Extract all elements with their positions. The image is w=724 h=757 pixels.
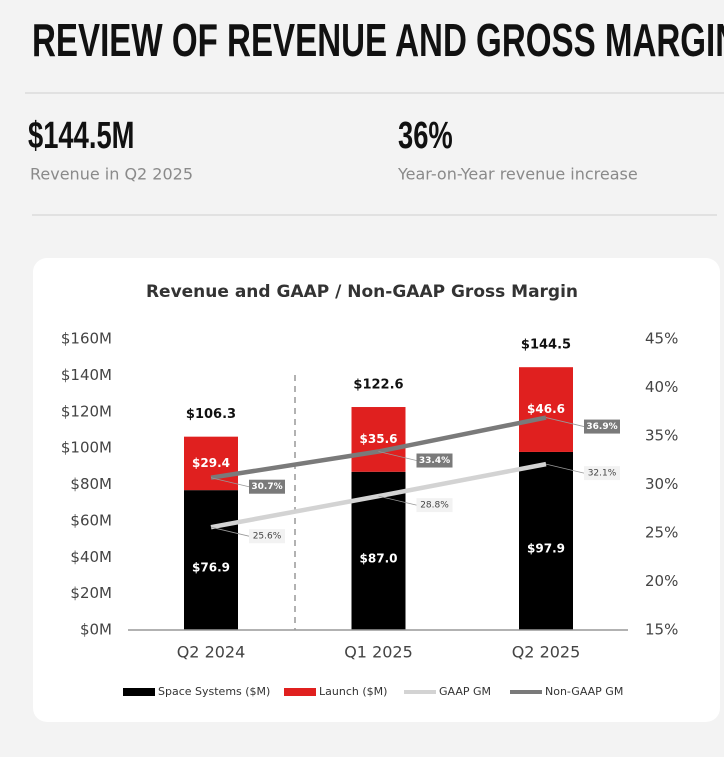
legend-label: Launch ($M) [319,685,387,698]
total-label: $106.3 [186,407,236,422]
label-box [249,479,285,494]
stat-value: 36% [398,115,453,157]
label-connector [545,463,585,474]
line-value-label: 28.8% [420,501,449,511]
y2-tick-label: 15% [645,621,678,639]
label-box [416,453,453,468]
x-tick-label: Q2 2024 [177,643,246,662]
value-label: $29.4 [192,456,230,470]
label-box [249,529,285,544]
slide-title: REVIEW OF REVENUE AND GROSS MARGINS [32,16,724,66]
y2-tick-label: 35% [645,427,678,445]
x-tick-label: Q2 2025 [512,643,581,662]
stat-label: Revenue in Q2 2025 [30,165,193,184]
y-tick-label: $60M [70,511,112,529]
line-value-label: 25.6% [253,532,282,542]
y-tick-label: $140M [61,366,112,384]
y-tick-label: $160M [61,330,112,348]
y-tick-label: $120M [61,402,112,420]
value-label: $46.6 [527,402,565,416]
total-label: $144.5 [521,338,571,353]
legend-swatch [123,688,155,696]
label-connector [378,495,417,506]
legend-swatch [284,688,316,696]
chart-title: Revenue and GAAP / Non-GAAP Gross Margin [146,282,578,302]
y2-tick-label: 30% [645,475,678,493]
label-connector [545,417,585,427]
total-label: $122.6 [353,378,403,393]
label-box [416,498,453,513]
y-tick-label: $0M [80,621,112,639]
bar-segment [184,436,238,491]
bar-segment [519,451,573,630]
y-tick-label: $100M [61,439,112,457]
y2-tick-label: 45% [645,330,678,348]
y-tick-label: $80M [70,475,112,493]
value-label: $35.6 [360,432,398,446]
label-box [584,419,620,434]
y-tick-label: $20M [70,584,112,602]
label-connector [210,526,250,537]
value-label: $87.0 [360,551,398,565]
legend-label: GAAP GM [439,685,491,698]
line-value-label: 33.4% [419,456,450,466]
line-value-label: 32.1% [588,469,617,479]
bar-segment [351,407,406,472]
label-box [584,466,620,481]
y-tick-label: $40M [70,548,112,566]
y2-tick-label: 20% [645,572,678,590]
legend-label: Space Systems ($M) [158,685,270,698]
value-label: $76.9 [192,561,230,575]
legend-label: Non-GAAP GM [545,685,623,698]
stat-label: Year-on-Year revenue increase [397,165,638,184]
label-connector [210,477,250,488]
value-label: $97.9 [527,541,565,555]
line-value-label: 36.9% [586,422,617,432]
line-value-label: 30.7% [251,482,282,492]
stat-value: $144.5M [28,115,134,157]
y2-tick-label: 25% [645,524,678,542]
label-connector [378,451,417,461]
bar-segment [519,367,573,452]
x-tick-label: Q1 2025 [344,643,413,662]
y2-tick-label: 40% [645,378,678,396]
bar-segment [184,490,238,630]
